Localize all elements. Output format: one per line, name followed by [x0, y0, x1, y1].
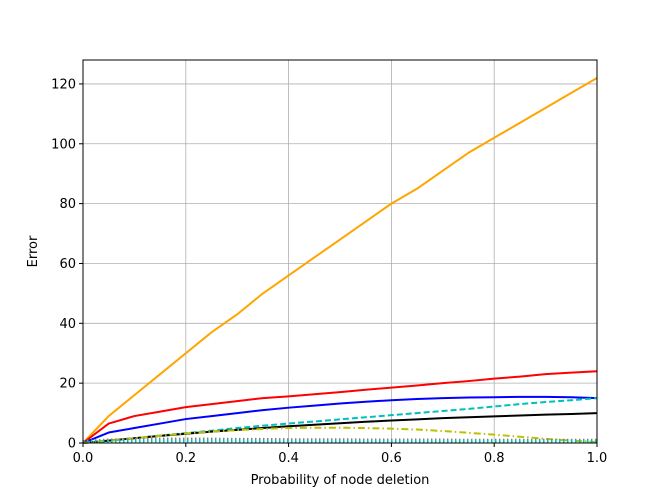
grid-lines — [82, 60, 598, 444]
y-tick-label: 20 — [59, 377, 76, 392]
x-tick-label: 0.4 — [278, 451, 299, 466]
y-tick-label: 0 — [68, 437, 76, 452]
series-layer — [82, 77, 598, 444]
ticks: 0.0 0.2 0.4 0.6 0.8 1.0 0 20 40 60 80 100 120 — [51, 77, 607, 466]
x-tick-label: 0.2 — [175, 451, 196, 466]
x-axis-label: Probability of node deletion — [251, 473, 430, 488]
series-line-5 — [82, 412, 598, 444]
y-tick-label: 120 — [51, 77, 76, 92]
x-tick-label: 0.0 — [73, 451, 94, 466]
y-tick-label: 100 — [51, 137, 76, 152]
series-line-2 — [82, 370, 598, 444]
series-line-1 — [82, 77, 598, 444]
series-line-8 — [82, 439, 597, 444]
plot-frame — [82, 59, 598, 444]
y-tick-label: 60 — [59, 257, 76, 272]
y-tick-label: 80 — [59, 197, 76, 212]
series-line-3 — [82, 395, 598, 444]
series-line-6 — [82, 426, 598, 444]
x-tick-label: 0.6 — [381, 451, 402, 466]
x-tick-label: 0.8 — [484, 451, 505, 466]
x-tick-label: 1.0 — [587, 451, 608, 466]
y-tick-label: 40 — [59, 317, 76, 332]
y-axis-label: Error — [26, 235, 41, 267]
